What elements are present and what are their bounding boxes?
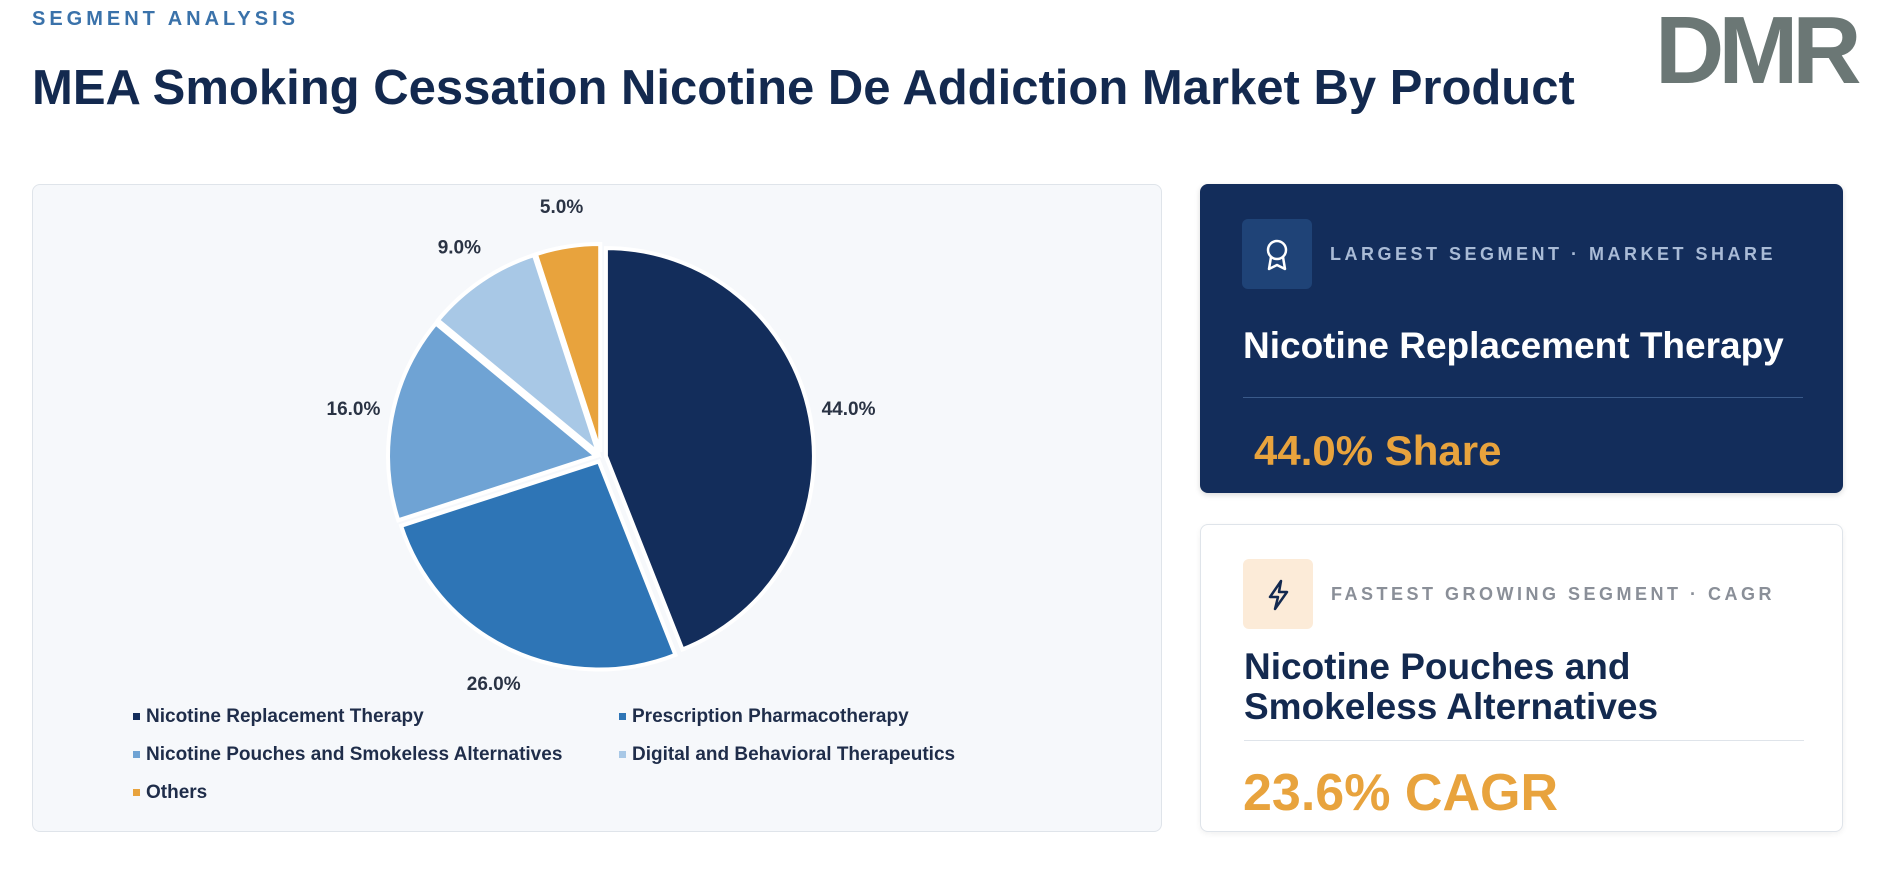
legend-label: Nicotine Pouches and Smokeless Alternati… [146,744,562,765]
card-segment: Nicotine Pouches and Smokeless Alternati… [1244,646,1659,727]
pie-slice [435,252,603,459]
card-metric: 23.6% CAGR [1243,764,1558,822]
divider [1244,740,1804,741]
fastest-growing-card: FASTEST GROWING SEGMENT · CAGR Nicotine … [1200,524,1843,832]
page-title: MEA Smoking Cessation Nicotine De Addict… [32,61,1575,115]
slice-label: 5.0% [540,197,583,218]
pie-slice [386,320,601,523]
card-metric: 44.0% Share [1254,427,1502,474]
legend-swatch [133,751,140,758]
slice-label: 9.0% [438,238,481,259]
pie-slice [533,242,603,453]
legend-label: Others [146,782,207,803]
legend-label: Digital and Behavioral Therapeutics [632,744,955,765]
chart-card: 44.0% 26.0% 16.0% 9.0% 5.0% Nicotine Replacem… [32,184,1162,832]
card-segment: Nicotine Replacement Therapy [1243,325,1784,366]
legend-label: Prescription Pharmacotherapy [632,706,909,727]
legend-swatch [619,751,626,758]
card-label: FASTEST GROWING SEGMENT · CAGR [1331,584,1776,604]
largest-segment-card: LARGEST SEGMENT · MARKET SHARE Nicotine … [1200,184,1843,493]
pie-slice [603,246,816,653]
card-label: LARGEST SEGMENT · MARKET SHARE [1330,244,1777,264]
divider [1243,397,1803,398]
pie-slice [398,459,679,672]
slice-label: 26.0% [467,674,521,695]
logo: DMR [1655,0,1862,104]
kicker: SEGMENT ANALYSIS [32,8,299,30]
legend-label: Nicotine Replacement Therapy [146,706,424,727]
award-glyph [1266,239,1288,271]
legend-swatch [619,713,626,720]
bolt-icon [1243,559,1313,629]
chart: 44.0% 26.0% 16.0% 9.0% 5.0% Nicotine Replacem… [133,197,955,803]
award-icon [1242,219,1312,289]
legend-swatch [133,789,140,796]
legend-swatch [133,713,140,720]
slice-label: 16.0% [327,399,381,420]
slice-label: 44.0% [822,399,876,420]
bolt-glyph [1268,579,1289,611]
